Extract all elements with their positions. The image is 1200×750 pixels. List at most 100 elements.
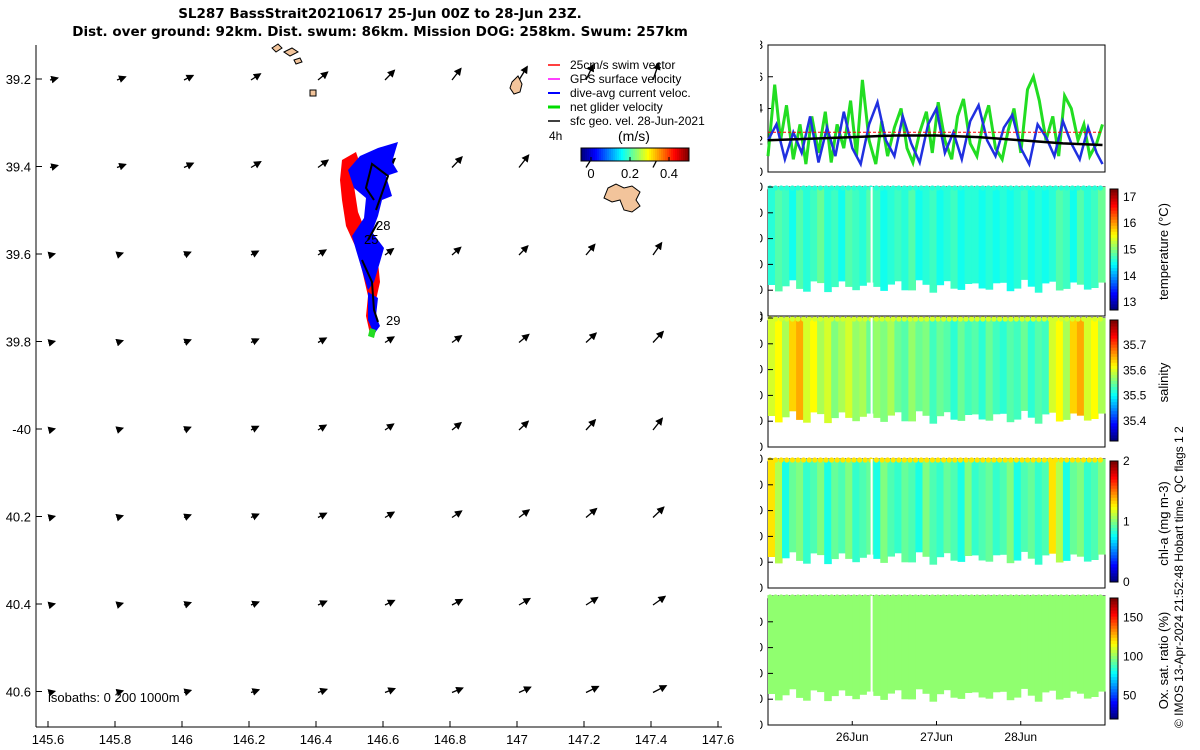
- profile-surface-dot: [901, 185, 907, 191]
- colorbar-segment: [1110, 222, 1118, 226]
- profile-surface-dot: [1036, 316, 1042, 322]
- speed-colorbar-segment: [629, 148, 632, 161]
- profile-surface-dot: [901, 594, 907, 600]
- speed-colorbar-segment: [681, 148, 684, 161]
- profile-surface-dot: [801, 457, 807, 463]
- profile-surface-dot: [890, 594, 896, 600]
- profile-y-tick-label: 20: [760, 615, 763, 629]
- profile-column: [824, 318, 832, 424]
- profile-surface-dot: [918, 457, 924, 463]
- profile-y-tick-label: 80: [760, 692, 763, 706]
- geo-velocity-arrow: [47, 689, 57, 697]
- profile-surface-dot: [929, 185, 935, 191]
- colorbar-segment: [1110, 473, 1118, 477]
- profile-surface-dot: [1030, 457, 1036, 463]
- profile-column: [1062, 459, 1071, 561]
- profile-surface-dot: [1047, 457, 1053, 463]
- geo-velocity-arrow: [47, 251, 57, 260]
- profile-column: [894, 596, 902, 691]
- profile-surface-dot: [1058, 457, 1064, 463]
- profile-surface-dot: [829, 594, 835, 600]
- profile-column: [789, 459, 797, 553]
- profile-surface-dot: [913, 316, 919, 322]
- profile-surface-dot: [1013, 594, 1019, 600]
- glider-track-map: 145.6 145.8 146 146.2 146.4 146.6 146.8 147 147.…: [6, 43, 734, 747]
- profile-surface-dot: [929, 316, 935, 322]
- profile-column: [985, 596, 994, 699]
- profile-surface-dot: [806, 316, 812, 322]
- colorbar-segment: [1110, 282, 1118, 287]
- colorbar-segment: [1110, 464, 1118, 468]
- profile-column: [971, 187, 980, 284]
- profile-column: [1076, 596, 1085, 694]
- profile-y-tick-label: 40: [760, 504, 763, 518]
- geo-velocity-arrow: [250, 600, 260, 608]
- profile-surface-dot: [896, 457, 902, 463]
- colorbar-segment: [1110, 664, 1118, 668]
- profile-column: [1048, 318, 1057, 413]
- profile-y-tick-label: 100: [760, 440, 763, 454]
- colorbar-frame: [1109, 460, 1119, 583]
- map-legend: 25cm/s swim vector GPS surface velocity …: [548, 58, 705, 144]
- profile-surface-dot: [1053, 316, 1059, 322]
- profile-column: [817, 318, 825, 415]
- colorbar-segment: [1110, 438, 1118, 442]
- profile-surface-dot: [1097, 185, 1103, 191]
- profile-surface-dot: [851, 316, 857, 322]
- profile-column: [810, 318, 818, 413]
- colorbar-segment: [1110, 434, 1118, 439]
- colorbar-segment: [1110, 604, 1118, 608]
- geo-velocity-arrow: [47, 426, 57, 435]
- profile-surface-dot: [952, 594, 958, 600]
- profile-column: [992, 318, 1001, 415]
- profile-column: [943, 596, 952, 691]
- colorbar-segment: [1110, 279, 1118, 284]
- speed-colorbar-segment: [675, 148, 678, 161]
- colorbar-segment: [1110, 410, 1118, 415]
- speed-colorbar-segment: [617, 148, 620, 161]
- time-axis-tick-label: 26Jun: [836, 730, 869, 744]
- profile-column: [796, 459, 804, 561]
- colorbar-segment: [1110, 470, 1118, 474]
- profile-surface-dot: [817, 316, 823, 322]
- profile-y-tick-label: 80: [760, 283, 763, 297]
- colorbar-segment: [1110, 258, 1118, 263]
- geo-velocity-arrow: [250, 73, 262, 81]
- colorbar-segment: [1110, 225, 1118, 229]
- profile-surface-dot: [941, 316, 947, 322]
- colorbar-label: temperature (°C): [1156, 203, 1171, 300]
- geo-velocity-arrow: [250, 688, 261, 696]
- colorbar-segment: [1110, 407, 1118, 412]
- colorbar-frame: [1109, 319, 1119, 442]
- colorbar-segment: [1110, 688, 1118, 693]
- speed-colorbar-segment: [677, 148, 680, 161]
- colorbar-segment: [1110, 479, 1118, 483]
- colorbar-segment: [1110, 694, 1118, 699]
- speed-colorbar-segment: [601, 148, 604, 161]
- colorbar-segment: [1110, 673, 1118, 678]
- geo-velocity-arrow: [585, 685, 600, 694]
- profile-column: [887, 596, 895, 694]
- profile-surface-dot: [901, 457, 907, 463]
- profile-y-tick-label: 80: [760, 555, 763, 569]
- profile-surface-dot: [767, 594, 773, 600]
- geo-velocity-arrow: [47, 514, 57, 522]
- speed-colorbar-segment: [609, 148, 612, 161]
- profile-column: [1034, 187, 1043, 293]
- profile-column: [887, 318, 895, 416]
- profile-column: [901, 187, 909, 291]
- geo-velocity-arrow: [518, 154, 530, 168]
- profile-surface-dot: [1086, 594, 1092, 600]
- profile-surface-dot: [1086, 316, 1092, 322]
- colorbar-segment: [1110, 425, 1118, 430]
- profile-surface-dot: [801, 316, 807, 322]
- profile-surface-dot: [918, 594, 924, 600]
- profile-column: [873, 187, 881, 287]
- profile-surface-dot: [991, 316, 997, 322]
- profile-surface-dot: [913, 594, 919, 600]
- profile-surface-dot: [851, 457, 857, 463]
- speed-colorbar-segment: [591, 148, 594, 161]
- profile-column: [1076, 187, 1085, 285]
- profile-column: [782, 596, 790, 696]
- colorbar-segment: [1110, 622, 1118, 626]
